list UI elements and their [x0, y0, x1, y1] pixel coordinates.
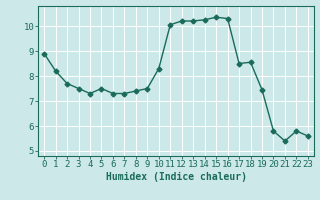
X-axis label: Humidex (Indice chaleur): Humidex (Indice chaleur) [106, 172, 246, 182]
